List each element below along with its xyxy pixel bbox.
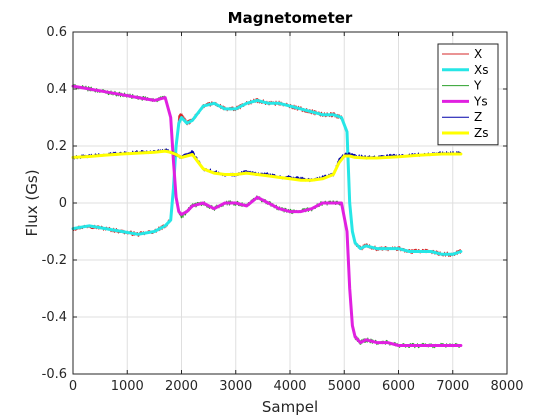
x-tick-label: 5000 [328, 379, 361, 394]
x-tick-label: 4000 [273, 379, 306, 394]
x-tick-label: 6000 [382, 379, 415, 394]
x-tick-label: 7000 [436, 379, 469, 394]
legend-label: Y [473, 79, 482, 93]
legend-label: Ys [473, 94, 488, 108]
x-tick-label: 0 [69, 379, 77, 394]
y-tick-label: 0 [59, 196, 67, 211]
legend-label: X [474, 47, 482, 61]
legend: X Xs YYs Z Zs [438, 44, 498, 145]
x-tick-label: 8000 [490, 379, 523, 394]
legend-label: Z [474, 110, 482, 124]
legend-box [438, 44, 498, 145]
legend-label: Xs [474, 63, 488, 77]
x-axis-label: Sampel [262, 398, 318, 416]
y-tick-label: -0.2 [42, 253, 67, 268]
legend-label: Zs [474, 126, 488, 140]
y-tick-label: -0.4 [42, 310, 67, 325]
x-tick-label: 2000 [165, 379, 198, 394]
y-tick-label: 0.4 [46, 82, 67, 97]
y-tick-label: 0.6 [46, 25, 67, 40]
y-axis-label: Flux (Gs) [23, 169, 41, 236]
y-tick-label: 0.2 [46, 139, 67, 154]
chart-title: Magnetometer [228, 9, 353, 27]
y-tick-label: -0.6 [42, 367, 67, 382]
x-tick-label: 1000 [111, 379, 144, 394]
x-tick-label: 3000 [219, 379, 252, 394]
